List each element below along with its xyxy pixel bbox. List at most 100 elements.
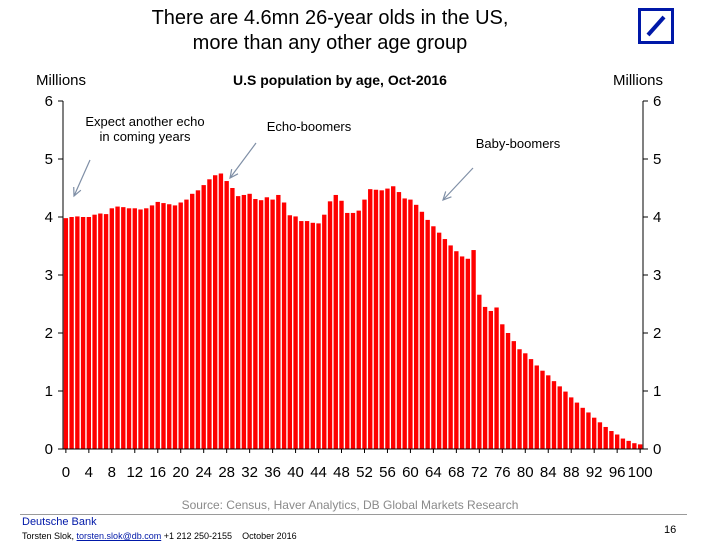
x-tick-label: 36 [264,464,281,481]
bar-age-69 [459,256,465,449]
y-tick-label-right: 3 [653,267,661,284]
bar-age-12 [132,208,137,449]
bar-age-38 [281,202,287,449]
y-tick-label-left: 3 [45,267,53,284]
bar-age-60 [408,199,413,449]
bar-age-84 [546,375,551,449]
bar-age-37 [276,194,281,449]
annotation-echo-boomers-arrow-head [229,169,239,180]
x-tick-label: 40 [287,464,304,481]
bar-age-47 [333,194,338,449]
annotation-echo-text: in coming years [99,129,191,144]
y-tick-label-left: 2 [45,325,53,342]
annotation-baby-boomers: Baby-boomers [442,136,561,202]
bar-age-89 [574,402,580,449]
x-tick-label: 68 [448,464,465,481]
axes-group: 0 01 12 23 34 45 56 60 4 8 12 16 20 24 28 32 36 40 44 48 52 5… [45,93,662,481]
bar-age-71 [471,250,476,449]
footer-bank-name: Deutsche Bank [22,516,97,528]
bar-age-70 [465,258,471,449]
y-tick-label-right: 2 [653,325,661,342]
bar-age-87 [563,391,568,449]
footer-email-link[interactable]: torsten.slok@db.com [76,531,162,541]
bar-age-64 [431,226,436,449]
bar-age-59 [402,198,407,449]
bar-age-44 [316,223,321,449]
source-note: Source: Census, Haver Analytics, DB Glob… [181,498,519,512]
bar-age-57 [391,186,396,449]
bar-age-14 [144,208,149,449]
bar-age-7 [103,214,109,449]
annotation-echo-arrow-line [73,159,91,197]
bar-age-19 [172,205,178,449]
bar-age-67 [448,245,453,449]
headline-line-2: more than any other age group [192,32,468,54]
bar-age-78 [511,341,516,449]
bar-age-55 [379,190,384,449]
deutsche-bank-logo-icon [638,8,674,44]
x-tick-label: 16 [149,464,166,481]
bar-age-28 [224,181,229,450]
bar-age-86 [557,386,562,449]
bar-age-56 [385,188,390,449]
bar-age-54 [373,189,379,450]
y-tick-label-left: 5 [45,151,53,168]
bar-age-96 [614,434,620,449]
bar-age-3 [80,217,86,449]
y-tick-label-left: 6 [45,93,53,110]
footer-contact: Torsten Slok, torsten.slok@db.com +1 212… [22,531,297,541]
annotation-echo-text: Expect another echo [85,114,204,129]
chart-title: U.S population by age, Oct-2016 [233,72,447,88]
bar-age-4 [86,217,92,449]
annotation-echo-arrow-head [73,186,82,198]
x-tick-label: 4 [85,464,93,481]
x-tick-label: 8 [108,464,116,481]
bar-age-5 [92,214,97,449]
y-axis-unit-left: Millions [36,72,87,89]
headline: There are 4.6mn 26-year olds in the US, … [60,6,600,56]
x-tick-label: 60 [402,464,419,481]
bar-age-9 [115,206,120,449]
bar-age-93 [597,422,603,449]
y-tick-label-right: 0 [653,441,661,458]
bar-age-49 [345,212,350,449]
x-tick-label: 76 [494,464,511,481]
bar-age-52 [362,199,367,449]
y-tick-label-right: 6 [653,93,661,110]
bar-age-40 [293,216,298,449]
bar-age-30 [235,196,241,449]
y-tick-label-left: 0 [45,441,53,458]
bar-age-92 [592,417,597,449]
bar-age-80 [523,353,528,449]
bar-age-34 [258,200,264,449]
bar-age-99 [632,443,637,449]
bar-age-27 [218,173,224,449]
bar-age-100 [637,444,643,449]
bar-age-51 [356,210,361,449]
bar-age-50 [350,212,356,449]
bar-age-41 [299,221,304,449]
annotation-echo-boomers: Echo-boomers [229,119,352,180]
bar-age-32 [247,193,252,449]
x-tick-label: 72 [471,464,488,481]
footer-phone: +1 212 250-2155 [163,531,233,541]
bar-age-98 [626,440,631,449]
bar-age-10 [121,207,126,449]
bar-age-81 [528,359,534,449]
footer-divider [20,514,687,515]
bar-age-8 [109,208,114,449]
bar-age-48 [339,200,344,449]
x-tick-label: 20 [172,464,189,481]
y-tick-label-right: 1 [653,383,661,400]
footer-author: Torsten Slok, [22,531,75,541]
x-tick-label: 44 [310,464,327,481]
bar-age-74 [488,310,493,449]
bar-age-85 [551,381,557,449]
page-number: 16 [664,524,677,536]
bar-age-77 [505,333,511,449]
bar-age-97 [620,438,626,449]
bar-age-66 [442,239,448,449]
bar-age-26 [213,175,218,450]
